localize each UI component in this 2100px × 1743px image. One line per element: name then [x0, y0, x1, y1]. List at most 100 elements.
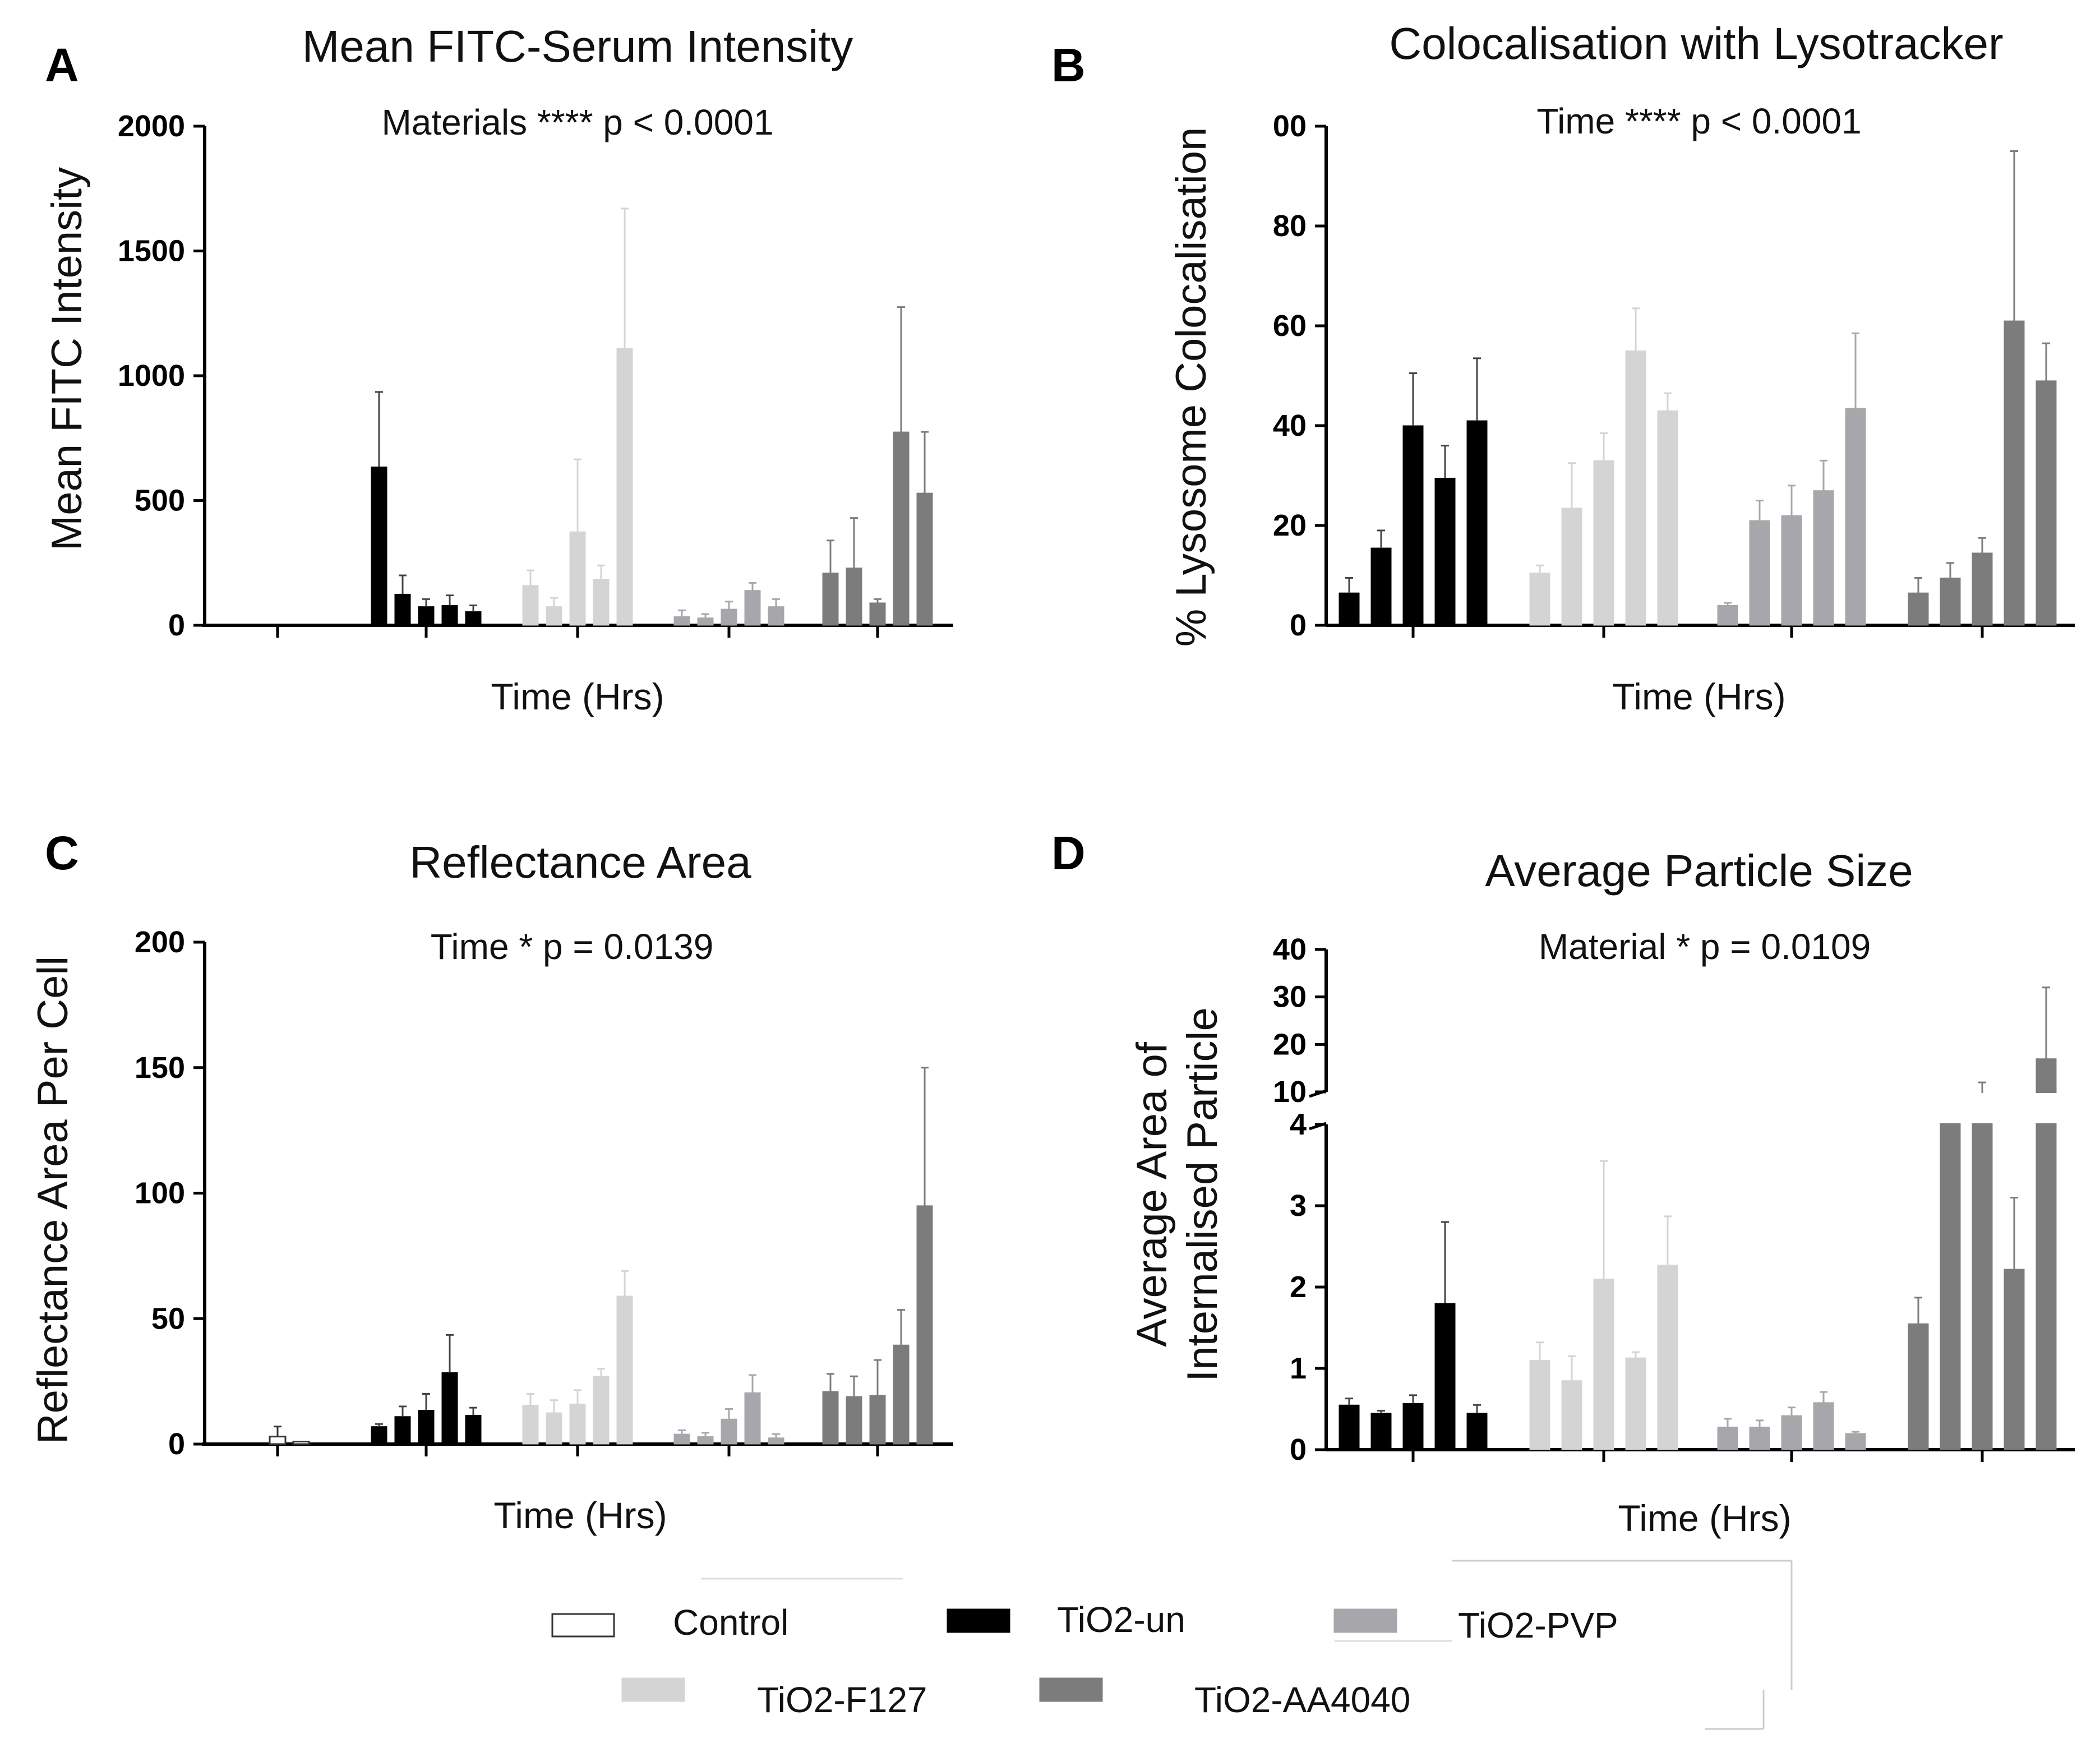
bar	[744, 1392, 761, 1445]
y-tick-label: 0	[168, 608, 185, 642]
bar	[916, 492, 933, 626]
bar	[1908, 1323, 1929, 1450]
panel-letter: D	[1051, 827, 1086, 879]
bar	[869, 602, 886, 626]
bar	[768, 1437, 784, 1445]
bar	[1940, 577, 1961, 626]
bar	[2004, 320, 2025, 626]
y-tick-label: 30	[1273, 980, 1307, 1014]
bar	[569, 531, 586, 626]
bar	[1593, 460, 1614, 626]
panel-letter: B	[1051, 39, 1086, 91]
legend-label: TiO2-F127	[757, 1680, 927, 1720]
plot-area: 0 50 100 150 200	[135, 925, 953, 1461]
y-tick-label: 40	[1273, 409, 1307, 442]
chart-title: Colocalisation with Lysotracker	[1389, 19, 2003, 68]
bar	[418, 1410, 435, 1445]
bar	[394, 1416, 411, 1445]
bar	[1561, 1380, 1582, 1450]
panel-d: D Average Particle Size Material * p = 0…	[1051, 827, 2077, 1539]
y-tick-label: 1000	[118, 359, 185, 393]
y-tick-label: 0	[168, 1427, 185, 1461]
bar	[1370, 1413, 1392, 1450]
bar	[616, 1295, 633, 1445]
y-axis-label-line2: Internalised Particle	[1179, 1007, 1226, 1381]
bar	[822, 573, 839, 626]
legend-label: TiO2-un	[1057, 1599, 1185, 1640]
y-tick-label: 20	[1273, 509, 1307, 542]
y-tick-label: 1	[1290, 1352, 1307, 1385]
bar	[1434, 477, 1456, 626]
legend-swatch	[621, 1677, 685, 1702]
bar	[1529, 1360, 1550, 1450]
plot-area: 0 1 2 3 410 20 30 40	[1273, 933, 2077, 1467]
bar	[1717, 605, 1738, 626]
bar	[673, 616, 690, 626]
bar	[744, 590, 761, 626]
y-tick-label: 00	[1273, 109, 1307, 143]
y-tick-label: 2	[1290, 1270, 1307, 1304]
bar	[465, 611, 482, 626]
y-axis-label: % Lysosome Colocalisation	[1167, 127, 1215, 647]
bar	[616, 348, 633, 626]
bar	[846, 1396, 862, 1445]
bar	[1749, 520, 1770, 626]
bar	[1940, 1108, 1961, 1450]
bar	[1339, 592, 1360, 626]
bar	[394, 593, 411, 626]
stat-annotation: Materials **** p < 0.0001	[381, 102, 773, 142]
bar	[1625, 351, 1646, 626]
legend-label: Control	[673, 1602, 788, 1643]
y-tick-label: 100	[135, 1177, 185, 1210]
y-tick-label: 500	[135, 484, 185, 518]
bar	[697, 1436, 714, 1445]
plot-area: 0 20 40 60 80 00	[1273, 109, 2075, 642]
bar	[1593, 1279, 1614, 1450]
legend-swatch	[1039, 1677, 1103, 1702]
bar	[1972, 552, 1993, 626]
bar	[522, 585, 539, 626]
bar	[916, 1205, 933, 1445]
axis-break-gap	[1328, 1093, 2077, 1123]
bar	[1781, 1415, 1802, 1450]
bar	[546, 606, 562, 626]
bar	[593, 1376, 610, 1445]
bar	[846, 568, 862, 626]
bar	[546, 1412, 562, 1445]
y-tick-label: 1500	[118, 234, 185, 268]
bar	[673, 1433, 690, 1445]
bar	[1813, 490, 1834, 626]
bar	[418, 606, 435, 626]
plot-area: 0 500 1000 1500 2000	[118, 109, 953, 642]
chart-title: Mean FITC-Serum Intensity	[302, 21, 853, 71]
bar	[1749, 1426, 1770, 1450]
bar	[292, 1441, 310, 1445]
y-tick-label: 50	[151, 1302, 185, 1335]
y-tick-label: 60	[1273, 309, 1307, 343]
legend-swatch	[551, 1613, 615, 1638]
bar	[1813, 1402, 1834, 1450]
panel-a: A Mean FITC-Serum Intensity Materials **…	[43, 21, 953, 717]
chart-title: Reflectance Area	[409, 837, 751, 887]
y-tick-label: 3	[1290, 1189, 1307, 1223]
legend-swatch	[1333, 1608, 1397, 1633]
legend-label: TiO2-PVP	[1458, 1605, 1618, 1645]
bar	[522, 1405, 539, 1445]
bar	[441, 605, 458, 626]
y-tick-label: 200	[135, 925, 185, 959]
y-axis-label: Mean FITC Intensity	[43, 167, 91, 551]
chart-title: Average Particle Size	[1485, 846, 1913, 896]
bar	[269, 1436, 287, 1445]
bar	[2036, 380, 2057, 626]
y-tick-label: 0	[1290, 608, 1307, 642]
bar	[371, 466, 387, 626]
bar	[1402, 425, 1424, 626]
panel-letter: A	[45, 39, 79, 91]
bar	[869, 1395, 886, 1445]
bar	[1339, 1404, 1360, 1450]
stat-annotation: Time **** p < 0.0001	[1536, 101, 1861, 141]
x-axis-label: Time (Hrs)	[1618, 1497, 1791, 1539]
bar	[2036, 1058, 2057, 1450]
bar	[569, 1403, 586, 1445]
